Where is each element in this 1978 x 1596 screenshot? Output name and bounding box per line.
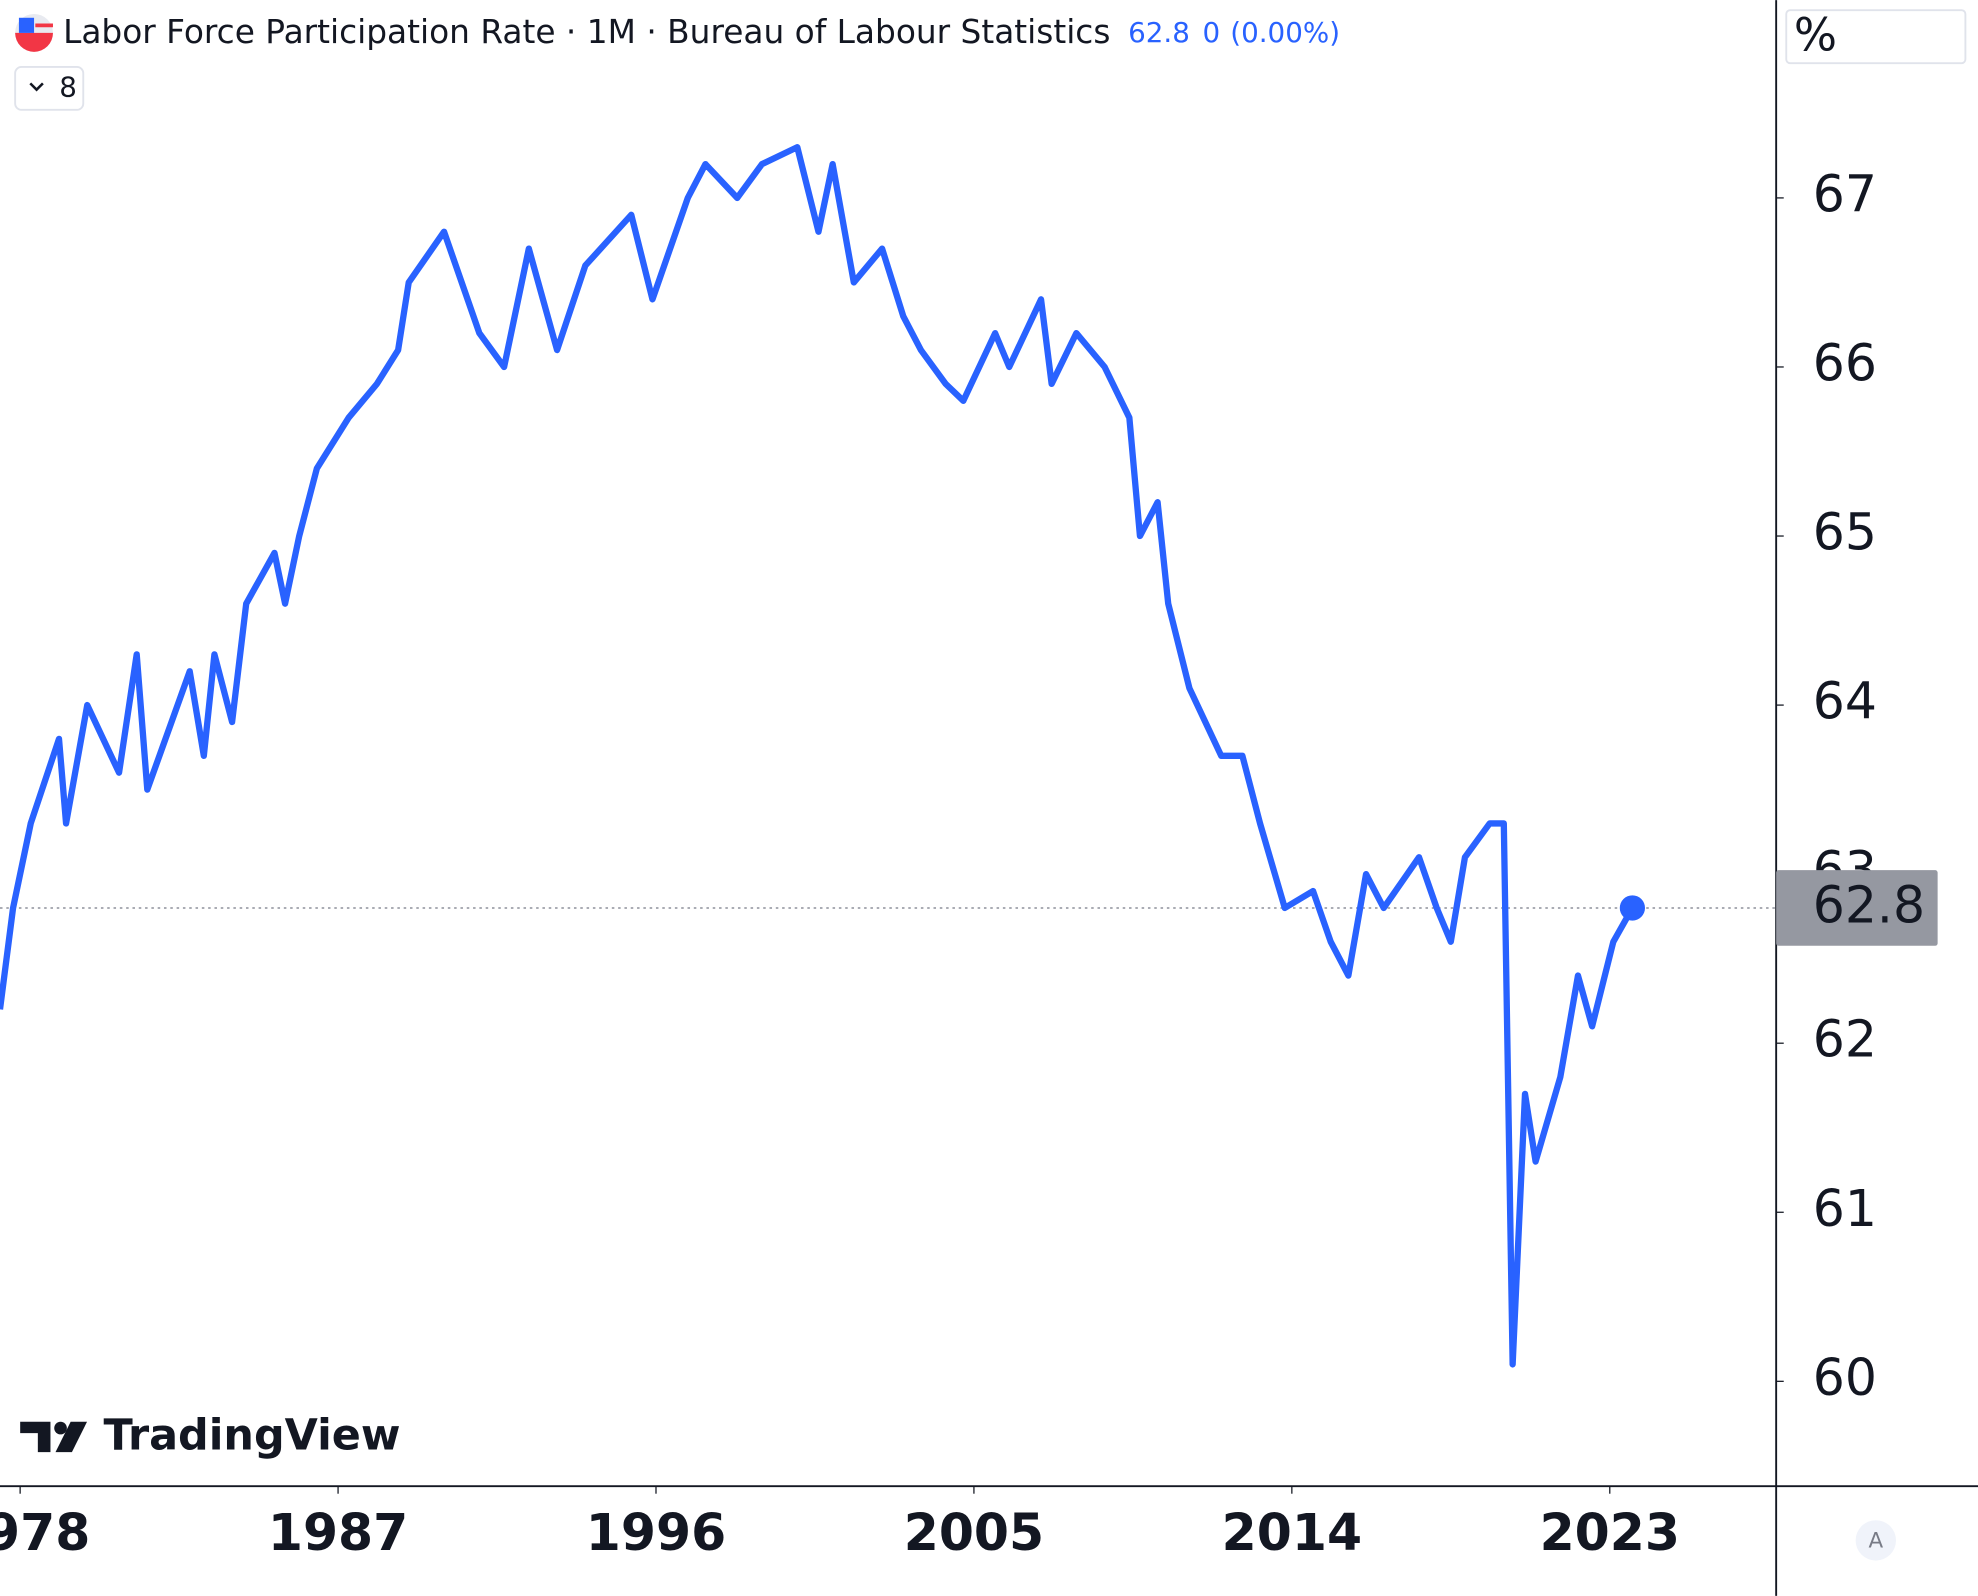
- y-tick-label: 67: [1813, 164, 1877, 223]
- x-tick-label: 2014: [1222, 1503, 1362, 1562]
- y-tick-label: 64: [1813, 672, 1877, 731]
- logo-slash: [55, 1421, 88, 1453]
- flag-icon: [15, 13, 53, 52]
- x-tick-label: 2023: [1540, 1503, 1680, 1562]
- x-tick-label: 1996: [586, 1503, 726, 1562]
- indicators-toggle[interactable]: 8: [14, 66, 85, 111]
- y-tick-label: 65: [1813, 503, 1877, 562]
- logo-mark: [20, 1421, 51, 1453]
- logo-dot: [54, 1421, 67, 1435]
- last-value: 62.8: [1128, 16, 1190, 49]
- watermark: TradingView: [20, 1411, 400, 1461]
- legend-line: Labor Force Participation Rate · 1M · Bu…: [63, 13, 1340, 51]
- overlay: 62.8: [1776, 870, 1938, 946]
- unit-selector[interactable]: %: [1785, 8, 1967, 65]
- series-line: [0, 144, 1636, 1368]
- y-tick-label: 66: [1813, 333, 1877, 392]
- last-value-badge-label: 62.8: [1813, 876, 1925, 935]
- chevron-icon: [29, 82, 44, 92]
- x-tick-label: 2005: [904, 1503, 1044, 1562]
- indicators-button[interactable]: [14, 66, 85, 111]
- x-tick-label: 1978: [0, 1503, 90, 1562]
- last-value-badge: [1776, 870, 1938, 946]
- unit-label: %: [1794, 8, 1837, 61]
- watermark-text: TradingView: [103, 1411, 400, 1461]
- unit-box[interactable]: [1785, 9, 1967, 65]
- x-tick-label: 1987: [268, 1503, 408, 1562]
- y-tick-label: 60: [1813, 1348, 1877, 1407]
- indicators-count: 8: [59, 70, 77, 103]
- y-tick-label: 61: [1813, 1179, 1877, 1238]
- change: 0: [1203, 16, 1221, 49]
- last-point: [1619, 895, 1646, 921]
- chart-title: Labor Force Participation Rate · 1M · Bu…: [63, 13, 1110, 51]
- change-percent: (0.00%): [1230, 16, 1340, 49]
- auto-scale-circle[interactable]: [1855, 1520, 1897, 1561]
- auto-scale-label: A: [1868, 1529, 1883, 1554]
- plot-area: 6061626364656667197819871996200520142023: [0, 144, 1877, 1562]
- auto-scale-button[interactable]: A: [1855, 1520, 1897, 1561]
- y-tick-label: 62: [1813, 1010, 1877, 1069]
